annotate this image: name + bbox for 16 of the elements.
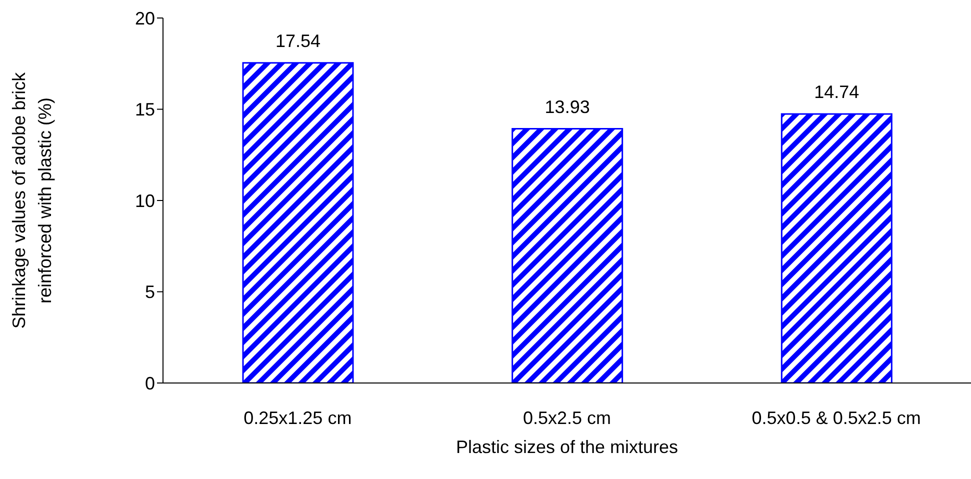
data-label: 14.74 xyxy=(814,82,860,102)
bar xyxy=(242,62,354,383)
y-tick-label: 20 xyxy=(134,8,155,28)
x-tick-label: 0.5x2.5 cm xyxy=(522,408,612,428)
y-tick-label: 15 xyxy=(134,100,155,120)
x-tick-label: 0.25x1.25 cm xyxy=(244,408,352,428)
bar xyxy=(780,113,892,383)
y-axis-title: Shrinkage values of adobe brick reinforced with plastic (%) xyxy=(9,71,55,329)
y-tick-label: 0 xyxy=(144,373,155,394)
y-tick-label: 5 xyxy=(144,282,155,302)
x-axis-title: Plastic sizes of the mixtures xyxy=(456,437,678,457)
data-label: 13.93 xyxy=(544,96,590,117)
bar xyxy=(512,128,624,383)
x-tick-label: 0.5x0.5 & 0.5x2.5 cm xyxy=(752,408,921,428)
y-tick-label: 10 xyxy=(134,190,155,211)
data-label: 17.54 xyxy=(275,30,321,51)
